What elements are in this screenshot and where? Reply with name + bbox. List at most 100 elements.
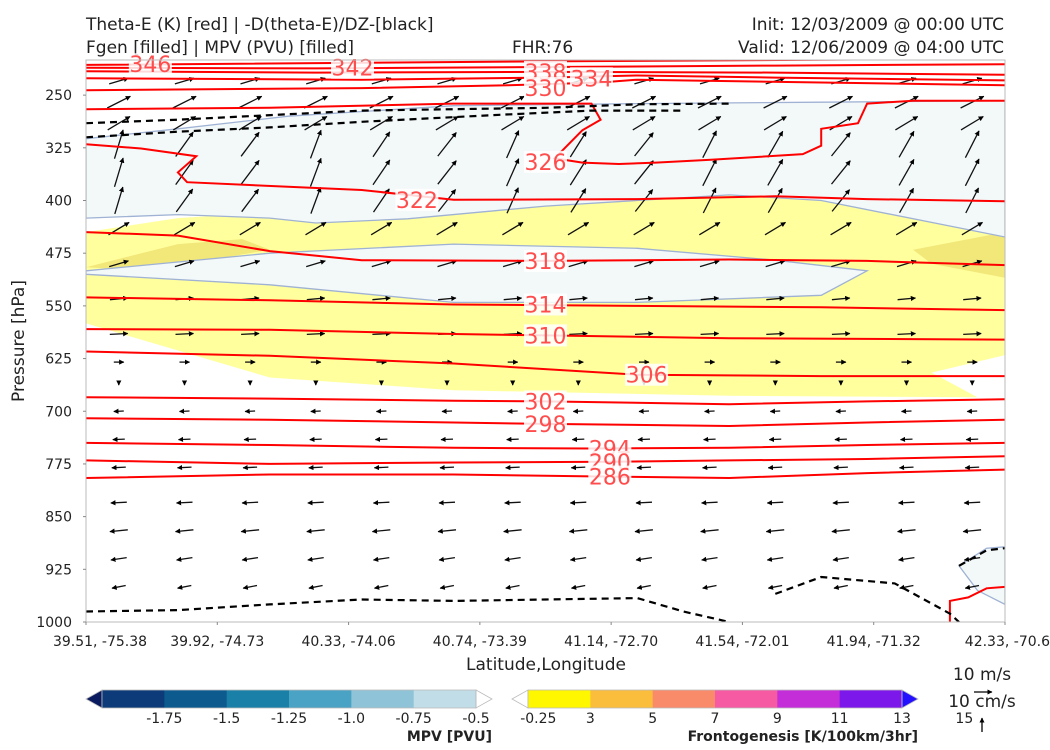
colorbar-tick-label: 11 (831, 711, 849, 727)
colorbar-swatch (715, 690, 778, 708)
wind-vector (831, 295, 851, 302)
wind-vector (966, 408, 978, 414)
wind-vector (175, 188, 194, 213)
colorbar-tick-label: -1.5 (213, 711, 240, 727)
wind-vector (110, 500, 127, 506)
wind-vector (635, 500, 653, 506)
wind-vector (633, 221, 655, 236)
wind-vector (240, 131, 260, 157)
colorbar-tick-label: 7 (711, 711, 720, 727)
contour-label-bg (524, 293, 567, 316)
y-tick-label: 1000 (36, 615, 72, 631)
colorbar-tick-label: 5 (648, 711, 657, 727)
x-tick-label: 41.14, -72.70 (564, 634, 658, 650)
wind-vector (505, 464, 520, 471)
wind-vector (964, 130, 980, 158)
colorbar-tick-label: 15 (955, 711, 973, 727)
wind-vector (369, 115, 393, 131)
fgen-region (86, 239, 270, 270)
wind-vector (500, 95, 525, 109)
wind-vector (964, 464, 980, 471)
contour-label-bg (524, 412, 567, 435)
theta-e-contour-label: 346 (129, 53, 171, 78)
theta-e-contour (948, 585, 1005, 622)
wind-vector (831, 259, 851, 268)
wind-vector (172, 115, 197, 131)
theta-e-contour-label: 298 (525, 413, 567, 438)
colorbar-swatch (226, 690, 290, 708)
wind-vector (835, 408, 846, 414)
wind-vector (899, 436, 913, 443)
wind-vector (572, 408, 584, 414)
wind-vector (240, 159, 260, 185)
wind-vector (763, 115, 787, 131)
wind-vector (309, 436, 322, 443)
wind-vector (634, 160, 654, 185)
wind-vector (570, 464, 586, 471)
wind-vector (764, 221, 786, 236)
wind-vector (964, 584, 980, 590)
theta-e-contour (86, 143, 1005, 203)
title-line-2: Fgen [filled] | MPV (PVU) [filled] (86, 38, 355, 58)
wind-vector (834, 436, 847, 443)
ref-horizontal-label: 10 m/s (953, 665, 1011, 685)
wind-vector (831, 189, 851, 212)
wind-vector (438, 556, 455, 562)
wind-vector (832, 500, 849, 506)
wind-vector (830, 221, 852, 236)
wind-vector (570, 584, 586, 590)
wind-vector (833, 584, 848, 590)
wind-vector (895, 221, 918, 236)
wind-vector (830, 132, 851, 157)
wind-vector (177, 584, 192, 590)
wind-vector (960, 115, 984, 131)
forecast-hour: FHR:76 (512, 38, 574, 58)
wind-vector (175, 500, 193, 506)
contour-label-bg (625, 363, 669, 386)
y-tick-label: 625 (45, 352, 72, 368)
wind-vector (240, 528, 260, 534)
wind-vector (175, 331, 195, 337)
wind-vector (632, 115, 656, 131)
colorbar-extend-high (901, 689, 919, 709)
wind-vector (697, 95, 722, 109)
wind-vector (702, 158, 717, 187)
wind-vector (965, 436, 979, 443)
wind-vector (437, 160, 457, 185)
wind-vector (370, 221, 393, 236)
wind-vector (506, 158, 520, 187)
wind-vector (503, 295, 523, 302)
wind-vector (502, 259, 523, 268)
dthetae-dz-contour (774, 575, 960, 622)
wind-vector (110, 556, 127, 562)
wind-vector (106, 95, 131, 109)
wind-vector (634, 259, 654, 268)
wind-vector (961, 221, 983, 236)
wind-vector (569, 556, 587, 562)
wind-vector (769, 408, 781, 414)
contour-label-bg (524, 249, 567, 272)
y-tick-label: 925 (45, 562, 72, 578)
title-line-1: Theta-E (K) [red] | -D(theta-E)/DZ-[blac… (86, 15, 434, 35)
y-tick-label: 475 (45, 246, 72, 262)
contour-label-bg (588, 465, 632, 488)
wind-vector (372, 131, 391, 158)
colorbar-tick-label: -1.25 (271, 711, 307, 727)
wind-vector (765, 259, 786, 268)
wind-vector (173, 221, 196, 236)
theta-e-contour (86, 328, 1005, 341)
wind-vector (701, 556, 718, 562)
wind-vector (438, 500, 456, 506)
wind-vector (702, 584, 717, 590)
wind-vector (437, 259, 458, 268)
wind-vector (109, 331, 129, 337)
wind-vector (571, 436, 585, 443)
wind-vector (306, 528, 325, 534)
wind-vector (502, 77, 523, 85)
wind-vector (898, 130, 915, 158)
wind-vector (308, 464, 323, 471)
wind-vector (239, 221, 261, 236)
wind-vector (569, 295, 588, 302)
wind-vector (704, 408, 715, 414)
wind-vector (372, 295, 391, 302)
